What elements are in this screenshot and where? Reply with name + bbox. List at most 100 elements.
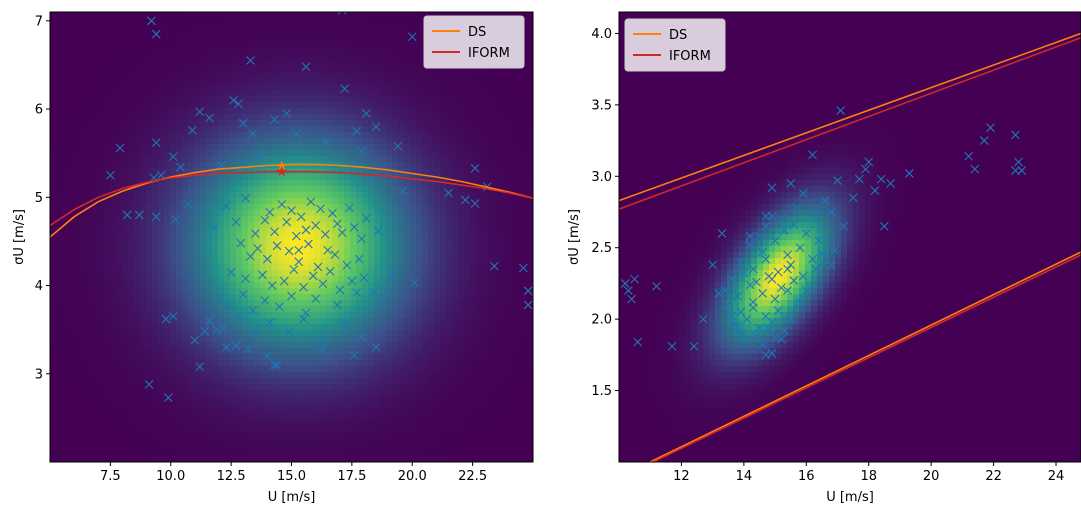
heatmap-cell (218, 408, 225, 415)
heatmap-cell (272, 150, 279, 157)
heatmap-cell (92, 438, 99, 445)
heatmap-cell (362, 156, 369, 163)
heatmap-cell (218, 186, 225, 193)
heatmap-cell (200, 174, 207, 181)
heatmap-cell (50, 48, 57, 55)
heatmap-cell (314, 390, 321, 397)
heatmap-cell (374, 18, 381, 25)
heatmap-cell (86, 42, 93, 49)
heatmap-cell (98, 204, 105, 211)
heatmap-cell (266, 66, 273, 73)
heatmap-cell (152, 90, 159, 97)
heatmap-cell (224, 252, 231, 259)
heatmap-cell (350, 306, 357, 313)
heatmap-cell (368, 336, 375, 343)
heatmap-cell (428, 174, 435, 181)
heatmap-cell (356, 390, 363, 397)
heatmap-cell (314, 12, 321, 19)
heatmap-cell (356, 60, 363, 67)
heatmap-cell (356, 384, 363, 391)
heatmap-cell (296, 348, 303, 355)
heatmap-cell (146, 198, 153, 205)
heatmap-cell (356, 30, 363, 37)
heatmap-cell (368, 204, 375, 211)
heatmap-cell (374, 360, 381, 367)
heatmap-cell (254, 366, 261, 373)
heatmap-cell (230, 282, 237, 289)
heatmap-cell (200, 402, 207, 409)
heatmap-cell (104, 444, 111, 451)
heatmap-cell (146, 30, 153, 37)
heatmap-cell (200, 120, 207, 127)
heatmap-cell (158, 186, 165, 193)
heatmap-cell (350, 42, 357, 49)
heatmap-cell (116, 102, 123, 109)
heatmap-cell (182, 96, 189, 103)
heatmap-cell (230, 204, 237, 211)
heatmap-cell (302, 330, 309, 337)
heatmap-cell (188, 234, 195, 241)
heatmap-cell (86, 258, 93, 265)
heatmap-cell (218, 126, 225, 133)
heatmap-cell (386, 108, 393, 115)
heatmap-cell (224, 180, 231, 187)
heatmap-cell (254, 384, 261, 391)
heatmap-cell (428, 90, 435, 97)
heatmap-cell (392, 288, 399, 295)
heatmap-cell (290, 420, 297, 427)
heatmap-cell (248, 192, 255, 199)
heatmap-cell (212, 276, 219, 283)
heatmap-cell (128, 84, 135, 91)
heatmap-cell (296, 96, 303, 103)
heatmap-cell (266, 240, 273, 247)
heatmap-cell (410, 246, 417, 253)
heatmap-cell (62, 30, 69, 37)
heatmap-cell (170, 72, 177, 79)
heatmap-cell (158, 48, 165, 55)
heatmap-cell (446, 198, 453, 205)
heatmap-cell (116, 12, 123, 19)
heatmap-cell (428, 258, 435, 265)
heatmap-cell (416, 384, 423, 391)
heatmap-cell (410, 114, 417, 121)
heatmap-cell (80, 60, 87, 67)
heatmap-cell (386, 72, 393, 79)
heatmap-cell (362, 444, 369, 451)
heatmap-cell (338, 258, 345, 265)
heatmap-cell (356, 180, 363, 187)
heatmap-cell (236, 378, 243, 385)
heatmap-cell (272, 54, 279, 61)
heatmap-cell (206, 84, 213, 91)
heatmap-cell (296, 342, 303, 349)
heatmap-cell (278, 156, 285, 163)
heatmap-cell (152, 84, 159, 91)
heatmap-cell (80, 126, 87, 133)
heatmap-cell (308, 96, 315, 103)
heatmap-cell (56, 78, 63, 85)
heatmap-cell (320, 312, 327, 319)
heatmap-cell (224, 444, 231, 451)
heatmap-cell (164, 318, 171, 325)
heatmap-cell (164, 24, 171, 31)
heatmap-cell (242, 372, 249, 379)
heatmap-cell (272, 144, 279, 151)
heatmap-cell (116, 132, 123, 139)
heatmap-cell (344, 246, 351, 253)
heatmap-cell (320, 420, 327, 427)
heatmap-cell (314, 174, 321, 181)
heatmap-cell (164, 342, 171, 349)
heatmap-cell (332, 66, 339, 73)
heatmap-cell (338, 384, 345, 391)
heatmap-cell (344, 126, 351, 133)
heatmap-cell (116, 396, 123, 403)
heatmap-cell (368, 30, 375, 37)
heatmap-cell (380, 162, 387, 169)
heatmap-cell (302, 54, 309, 61)
heatmap-cell (314, 402, 321, 409)
heatmap-cell (272, 354, 279, 361)
heatmap-cell (368, 108, 375, 115)
heatmap-cell (362, 24, 369, 31)
heatmap-cell (326, 336, 333, 343)
heatmap-cell (188, 96, 195, 103)
heatmap-cell (62, 204, 69, 211)
